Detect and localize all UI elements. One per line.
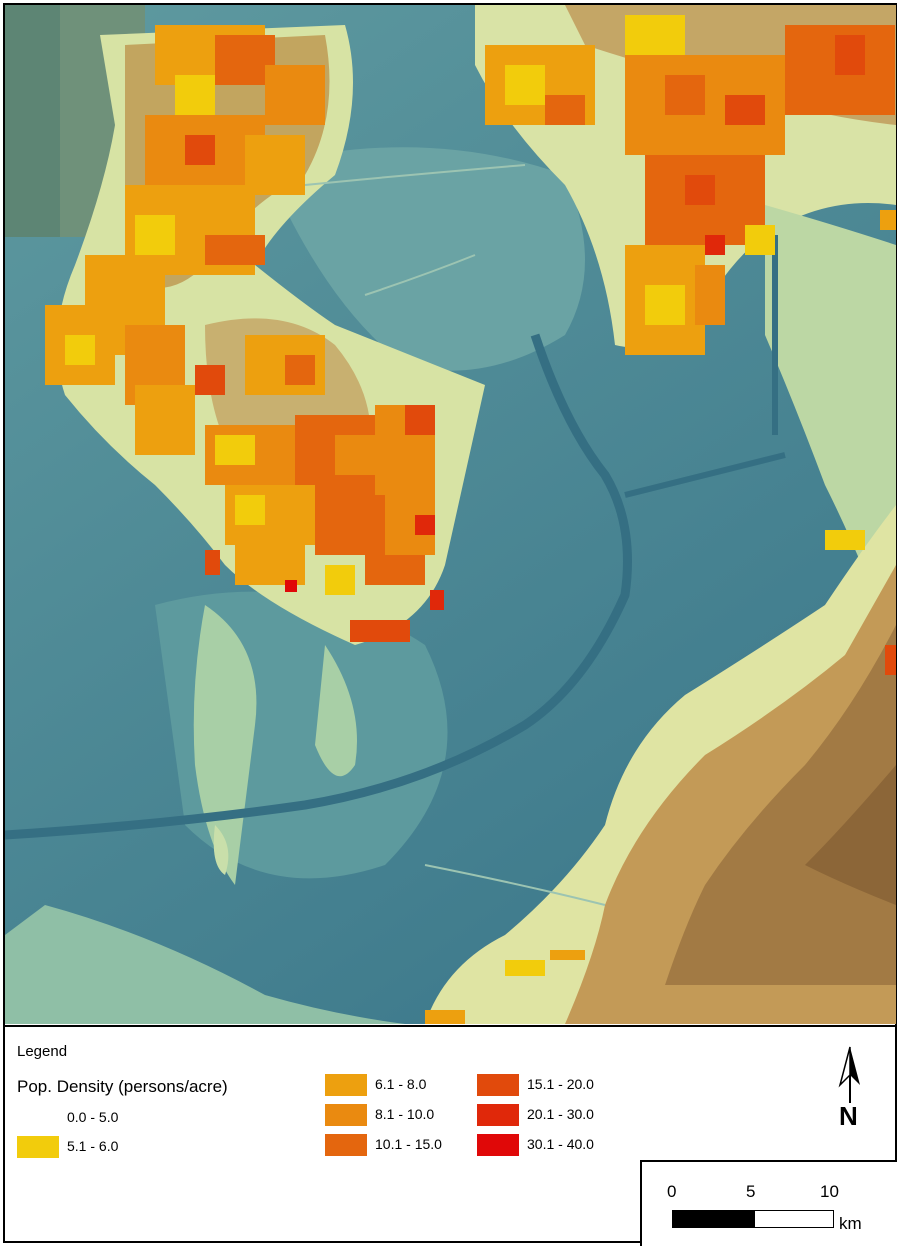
scale-segment-black — [672, 1210, 756, 1228]
legend-swatch — [325, 1134, 367, 1156]
legend-label: 10.1 - 15.0 — [375, 1136, 442, 1152]
legend-swatch — [325, 1074, 367, 1096]
scale-bar: 0 5 10 km — [640, 1160, 897, 1246]
legend-title: Legend — [17, 1043, 68, 1060]
north-arrow-icon: N — [830, 1045, 870, 1140]
legend-label: 5.1 - 6.0 — [67, 1138, 119, 1154]
legend-swatch — [17, 1107, 59, 1129]
legend-panel: Legend Pop. Density (persons/acre) 0.0 -… — [5, 1025, 895, 1243]
scale-tick-5: 5 — [746, 1182, 756, 1201]
scale-tick-0: 0 — [667, 1182, 677, 1201]
legend-label: 8.1 - 10.0 — [375, 1106, 435, 1122]
legend-swatch — [477, 1134, 519, 1156]
legend-swatch — [17, 1136, 59, 1158]
scale-segment-white — [754, 1210, 834, 1228]
legend-label: 20.1 - 30.0 — [527, 1106, 594, 1122]
legend-label: 0.0 - 5.0 — [67, 1109, 119, 1125]
north-label: N — [839, 1101, 858, 1131]
scale-unit: km — [839, 1214, 862, 1233]
legend-label: 30.1 - 40.0 — [527, 1136, 594, 1152]
legend-swatch — [325, 1104, 367, 1126]
map-canvas[interactable] — [5, 5, 896, 1024]
elevation-map — [5, 5, 896, 1024]
shallow-flats — [265, 147, 585, 371]
density-polygons-west — [45, 25, 444, 642]
legend-label: 6.1 - 8.0 — [375, 1076, 427, 1092]
legend-label: 15.1 - 20.0 — [527, 1076, 594, 1092]
legend-swatch — [477, 1074, 519, 1096]
density-polygons-northeast — [425, 15, 896, 1024]
scale-tick-10: 10 — [820, 1182, 839, 1201]
shipping-channel — [5, 333, 632, 840]
legend-swatch — [477, 1104, 519, 1126]
legend-subtitle: Pop. Density (persons/acre) — [17, 1077, 228, 1096]
